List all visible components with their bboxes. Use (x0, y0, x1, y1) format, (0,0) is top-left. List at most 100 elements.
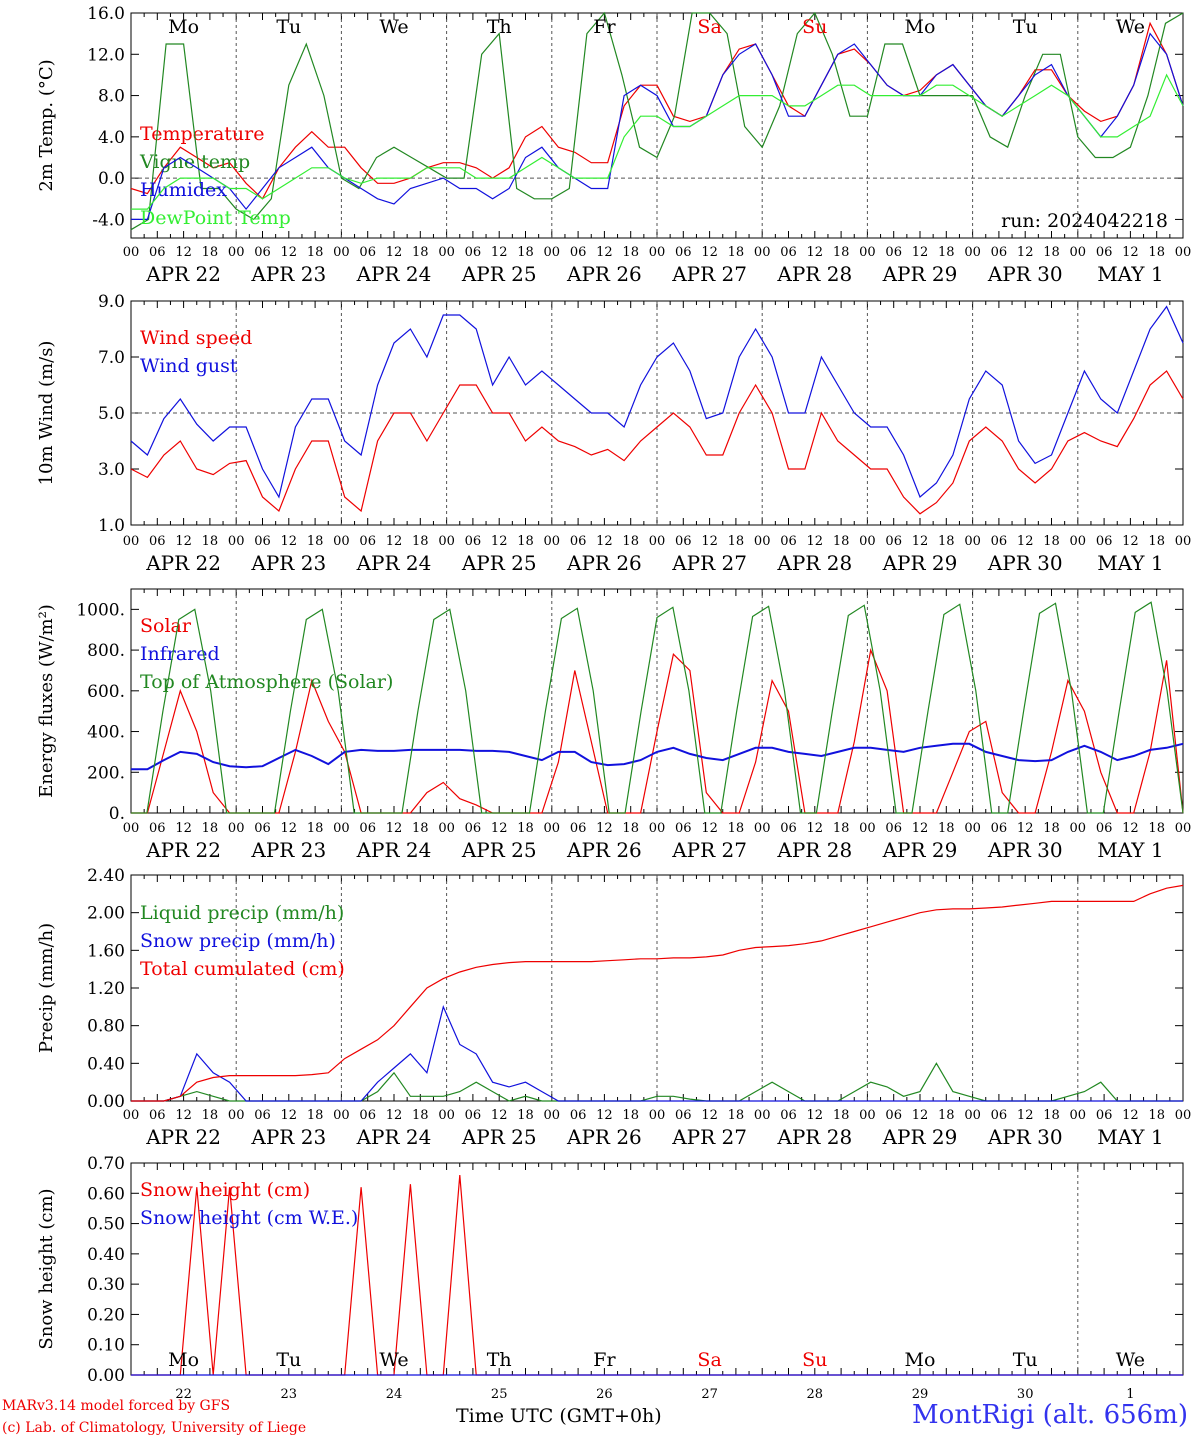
hour-tick-label: 12 (386, 245, 403, 260)
hour-tick-label: 00 (544, 534, 561, 549)
day-label: APR 28 (776, 1125, 852, 1149)
bottom-day-number: 22 (175, 1387, 192, 1402)
hour-tick-label: 00 (123, 245, 140, 260)
hour-tick-label: 00 (438, 821, 455, 836)
hour-tick-label: 12 (491, 1108, 508, 1123)
y-axis-label: Energy fluxes (W/m²) (36, 604, 57, 798)
y-tick-label: 1000. (76, 600, 125, 620)
hour-tick-label: 06 (675, 1108, 692, 1123)
hour-tick-label: 00 (754, 534, 771, 549)
day-label: MAY 1 (1097, 838, 1163, 862)
hour-tick-label: 00 (1175, 245, 1192, 260)
hour-tick-label: 06 (149, 534, 166, 549)
hour-tick-label: 18 (307, 245, 324, 260)
model-credit: MARv3.14 model forced by GFS (2, 1398, 231, 1414)
day-label: APR 23 (250, 1125, 326, 1149)
hour-tick-label: 06 (465, 821, 482, 836)
day-label: APR 22 (145, 551, 221, 575)
hour-tick-label: 06 (149, 1108, 166, 1123)
hour-tick-label: 00 (754, 821, 771, 836)
hour-tick-label: 06 (570, 1108, 587, 1123)
hour-tick-label: 00 (123, 821, 140, 836)
day-label: APR 27 (671, 262, 747, 286)
bottom-day-number: 28 (807, 1387, 824, 1402)
hour-tick-label: 12 (701, 534, 718, 549)
weekday-label: We (379, 16, 408, 38)
day-label: APR 30 (987, 551, 1063, 575)
plot-frame (130, 12, 1184, 239)
hour-tick-label: 06 (149, 821, 166, 836)
legend-entry: Vigne temp (139, 151, 250, 173)
hour-tick-label: 06 (885, 1108, 902, 1123)
y-tick-label: 0.30 (87, 1275, 125, 1295)
hour-tick-label: 18 (833, 245, 850, 260)
day-label: MAY 1 (1097, 262, 1163, 286)
hour-tick-label: 00 (1175, 821, 1192, 836)
weekday-label: Sa (697, 16, 721, 38)
hour-tick-label: 12 (807, 534, 824, 549)
hour-tick-label: 18 (938, 1108, 955, 1123)
hour-tick-label: 06 (780, 245, 797, 260)
hour-tick-label: 06 (991, 1108, 1008, 1123)
y-tick-label: 0.0 (98, 169, 125, 189)
bottom-day-number: 29 (912, 1387, 929, 1402)
hour-tick-label: 18 (412, 245, 429, 260)
day-label: APR 28 (776, 262, 852, 286)
hour-tick-label: 18 (412, 534, 429, 549)
series-line-infrared (131, 742, 1184, 771)
day-label: APR 27 (671, 1125, 747, 1149)
hour-tick-label: 00 (964, 534, 981, 549)
hour-tick-label: 00 (649, 534, 666, 549)
hour-tick-label: 00 (964, 1108, 981, 1123)
hour-tick-label: 12 (912, 1108, 929, 1123)
hour-tick-label: 06 (780, 1108, 797, 1123)
hour-tick-label: 12 (701, 1108, 718, 1123)
hour-tick-label: 06 (780, 821, 797, 836)
series-line-humidex (131, 32, 1184, 220)
hour-tick-label: 12 (281, 821, 298, 836)
day-label: APR 24 (356, 838, 432, 862)
legend-entry: Liquid precip (mm/h) (140, 902, 344, 924)
y-tick-label: 0.70 (87, 1154, 125, 1174)
hour-tick-label: 18 (1148, 245, 1165, 260)
series-line-snow-height-cm- (131, 1175, 1183, 1376)
hour-tick-label: 00 (1070, 245, 1087, 260)
hour-tick-label: 06 (254, 1108, 271, 1123)
day-label: MAY 1 (1097, 551, 1163, 575)
hour-tick-label: 00 (1070, 534, 1087, 549)
hour-tick-label: 00 (859, 245, 876, 260)
hour-tick-label: 12 (1017, 821, 1034, 836)
bottom-day-number: 23 (281, 1387, 298, 1402)
day-label: APR 25 (461, 1125, 537, 1149)
y-tick-label: 4.0 (98, 128, 125, 148)
y-tick-label: 2.00 (87, 904, 125, 924)
hour-tick-label: 18 (833, 821, 850, 836)
hour-tick-label: 12 (701, 245, 718, 260)
hour-tick-label: 06 (465, 534, 482, 549)
y-tick-label: 600. (87, 682, 125, 702)
hour-tick-label: 00 (964, 245, 981, 260)
hour-tick-label: 00 (1070, 1108, 1087, 1123)
hour-tick-label: 12 (281, 245, 298, 260)
legend-entry: Total cumulated (cm) (140, 958, 345, 980)
hour-tick-label: 06 (1096, 1108, 1113, 1123)
hour-tick-label: 00 (123, 534, 140, 549)
hour-tick-label: 18 (202, 245, 219, 260)
hour-tick-label: 06 (991, 245, 1008, 260)
legend-entry: Humidex (140, 179, 227, 201)
hour-tick-label: 12 (596, 534, 613, 549)
y-tick-label: 0. (109, 804, 125, 824)
hour-tick-label: 06 (465, 245, 482, 260)
hour-tick-label: 12 (1017, 1108, 1034, 1123)
day-label: APR 27 (671, 551, 747, 575)
weekday-label: Tu (1013, 16, 1038, 38)
y-tick-label: 0.40 (87, 1245, 125, 1265)
y-axis-label: Snow height (cm) (36, 1188, 57, 1349)
weekday-label: Sa (697, 1349, 721, 1371)
hour-tick-label: 18 (622, 821, 639, 836)
hour-tick-label: 06 (885, 245, 902, 260)
hour-tick-label: 00 (333, 1108, 350, 1123)
hour-tick-label: 12 (912, 245, 929, 260)
hour-tick-label: 06 (359, 1108, 376, 1123)
